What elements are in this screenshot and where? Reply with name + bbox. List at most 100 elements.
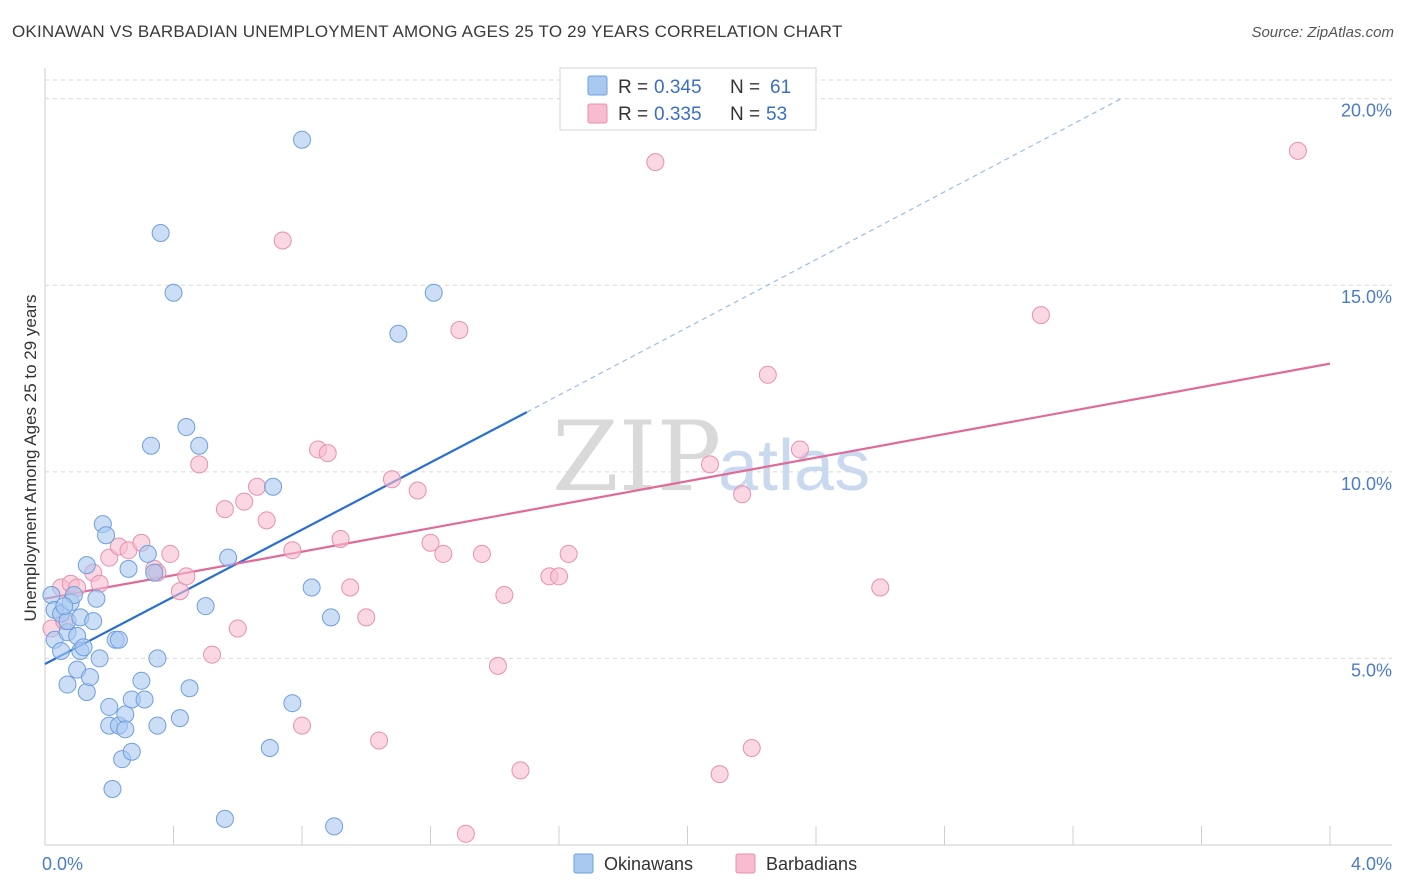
bottom-legend-swatch-okinawans <box>573 853 594 874</box>
barbadians-point <box>421 533 440 552</box>
barbadians-point <box>559 544 578 563</box>
bottom-legend-barbadians: Barbadians <box>766 854 857 874</box>
y-tick-label: 15.0% <box>1341 287 1392 307</box>
watermark-zip: ZIP <box>552 401 721 513</box>
y-tick-label: 20.0% <box>1341 101 1392 121</box>
legend-n-value: 61 <box>770 77 791 98</box>
okinawans-point <box>325 817 344 836</box>
barbadians-point <box>456 824 475 843</box>
okinawans-point <box>145 563 164 582</box>
barbadians-point <box>170 582 189 601</box>
okinawans-point <box>148 649 167 668</box>
okinawans-point <box>97 526 116 545</box>
y-tick-label: 5.0% <box>1351 660 1392 680</box>
barbadians-point <box>434 544 453 563</box>
okinawans-point <box>122 742 141 761</box>
okinawans-point <box>177 418 196 437</box>
chart-title: OKINAWAN VS BARBADIAN UNEMPLOYMENT AMONG… <box>12 22 843 41</box>
trend-lines <box>44 98 1331 665</box>
barbadians-point <box>370 731 389 750</box>
barbadians-point <box>472 544 491 563</box>
x-tick-label: 0.0% <box>42 854 83 874</box>
barbadians-point <box>283 541 302 560</box>
okinawans-point <box>196 597 215 616</box>
barbadians-trend-line <box>44 362 1331 600</box>
barbadians-point <box>357 608 376 627</box>
okinawans-point <box>151 224 170 242</box>
barbadians-point <box>700 455 719 474</box>
legend-n-label: N = <box>730 104 760 125</box>
okinawans-point <box>90 649 109 668</box>
legend-r-value: 0.335 <box>654 104 702 125</box>
legend-n-label: N = <box>730 77 760 98</box>
okinawans-point <box>264 477 283 496</box>
axes <box>44 68 1392 846</box>
okinawans-point <box>138 544 157 563</box>
okinawans-point <box>283 694 302 713</box>
okinawans-point <box>84 612 103 631</box>
okinawans-point <box>215 809 234 828</box>
gridlines <box>45 79 1392 659</box>
okinawans-point <box>321 608 340 627</box>
okinawans-point <box>116 720 135 739</box>
okinawans-point <box>424 283 443 302</box>
barbadians-point <box>203 645 222 664</box>
barbadians-point <box>382 470 401 489</box>
barbadians-point <box>318 444 337 463</box>
barbadians-point <box>742 738 761 757</box>
barbadians-point <box>550 567 568 586</box>
barbadians-point <box>408 481 427 500</box>
okinawans-point <box>170 709 189 728</box>
barbadians-point <box>257 511 276 530</box>
barbadians-point <box>248 477 267 496</box>
y-tick-label: 10.0% <box>1341 474 1392 494</box>
barbadians-point <box>273 231 292 250</box>
barbadians-point <box>1288 141 1307 160</box>
barbadians-point <box>733 485 752 504</box>
barbadians-point <box>488 656 507 675</box>
legend-n-value: 53 <box>766 104 787 125</box>
barbadians-point <box>871 578 890 597</box>
okinawans-point <box>132 671 151 690</box>
okinawans-point <box>77 556 96 575</box>
barbadians-point <box>1031 306 1050 325</box>
barbadians-point <box>758 365 777 384</box>
barbadians-point <box>215 500 234 519</box>
okinawans-point <box>55 597 74 616</box>
legend-r-label: R = <box>618 77 648 98</box>
correlation-legend: R = 0.345 N = 61 R = 0.335 N = 53 <box>559 67 817 131</box>
okinawans-point <box>190 436 209 455</box>
barbadians-point <box>710 765 729 784</box>
okinawans-point <box>164 283 183 302</box>
okinawans-point <box>109 630 128 649</box>
okinawans-point <box>260 738 279 757</box>
okinawans-points <box>42 130 443 836</box>
bottom-legend-okinawans: Okinawans <box>604 854 693 874</box>
okinawans-point <box>103 780 122 799</box>
barbadians-point <box>646 153 665 172</box>
okinawans-point <box>80 668 99 687</box>
okinawans-point <box>58 675 77 694</box>
barbadians-point <box>790 440 809 459</box>
okinawans-point <box>293 130 311 149</box>
okinawans-point <box>100 697 119 716</box>
okinawans-point <box>180 679 199 698</box>
axis-ticks: 5.0% 10.0% 15.0% 20.0% 0.0% 4.0% <box>42 101 1392 874</box>
okinawans-trend-extension <box>526 98 1122 413</box>
okinawans-point <box>219 548 238 567</box>
y-axis-title: Unemployment Among Ages 25 to 29 years <box>21 295 40 622</box>
watermark: ZIP atlas <box>552 401 870 513</box>
barbadians-point <box>177 567 196 586</box>
legend-swatch-barbadians <box>587 103 608 124</box>
legend-r-value: 0.345 <box>654 77 702 98</box>
barbadians-point <box>161 544 180 563</box>
legend-swatch-okinawans <box>587 75 608 96</box>
okinawans-point <box>74 638 93 657</box>
barbadians-point <box>190 455 209 474</box>
okinawans-point <box>87 589 106 608</box>
bottom-legend-swatch-barbadians <box>735 853 756 874</box>
x-tick-label: 4.0% <box>1351 854 1392 874</box>
barbadians-point <box>495 585 514 604</box>
okinawans-point <box>142 436 161 455</box>
barbadians-point <box>450 321 469 340</box>
